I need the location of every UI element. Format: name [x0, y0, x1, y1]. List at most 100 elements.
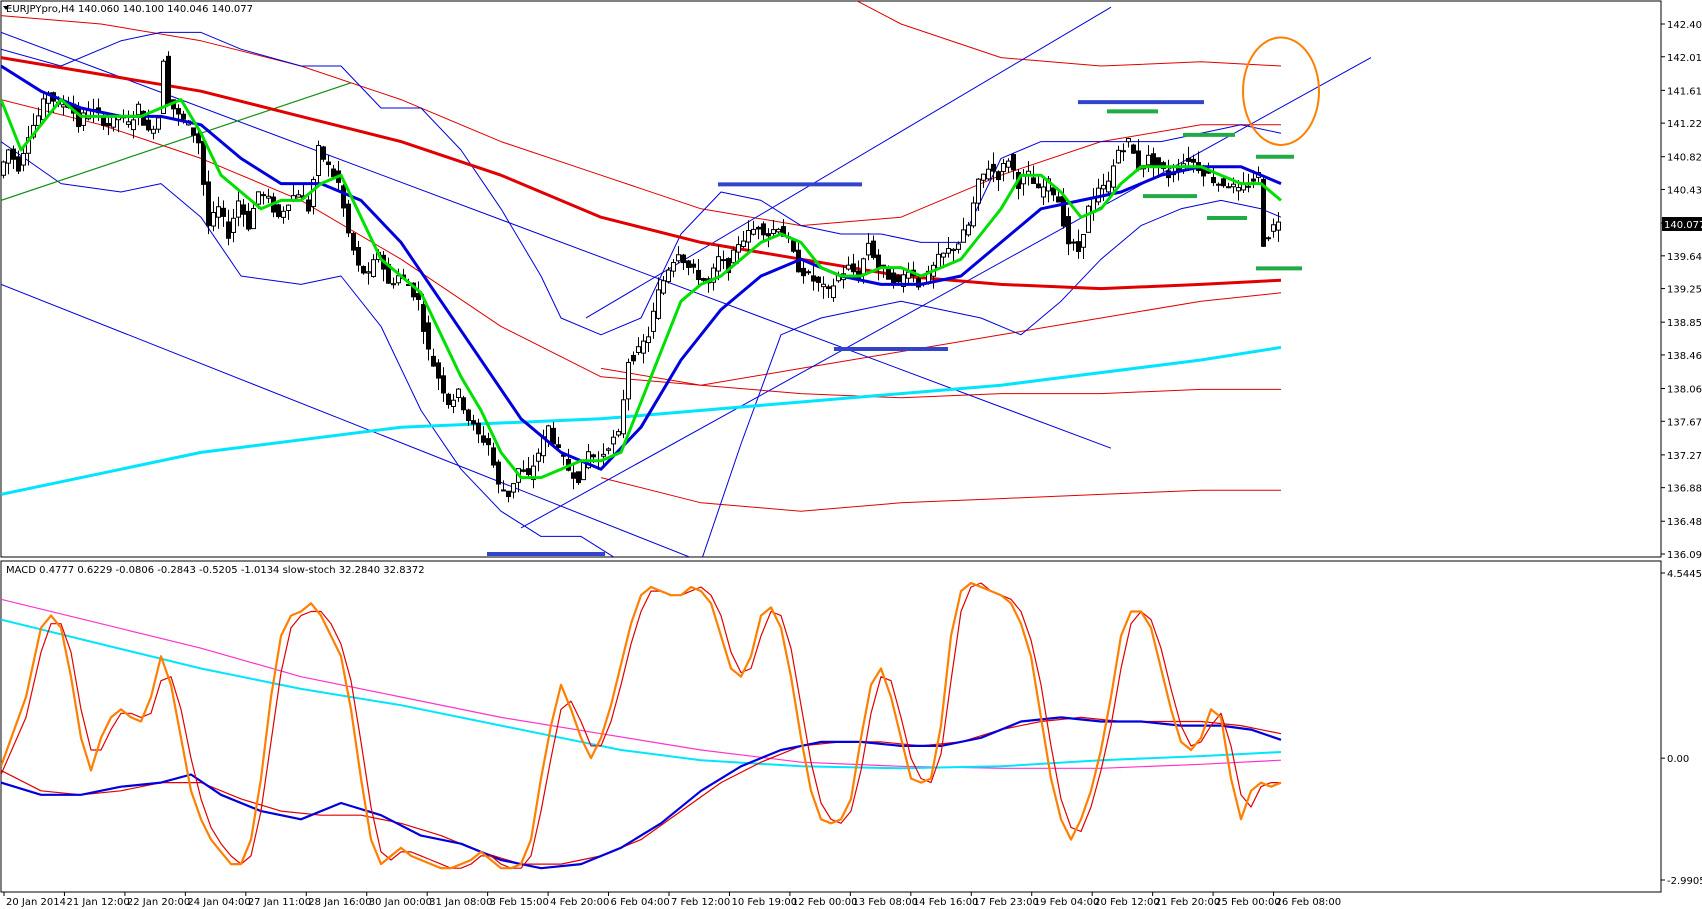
bear-candle [166, 55, 171, 105]
bull-candle [656, 289, 661, 319]
bull-candle [211, 211, 216, 227]
bull-candle [156, 117, 161, 130]
bull-candle [1116, 149, 1121, 164]
indicator-tick-label: 0.00 [1667, 754, 1689, 765]
bear-candle [1031, 177, 1036, 184]
bull-candle [216, 206, 221, 218]
time-tick-label: 14 Feb 16:00 [913, 897, 979, 908]
bear-candle [631, 354, 636, 362]
time-tick-label: 13 Feb 08:00 [852, 897, 918, 908]
bull-candle [136, 103, 141, 116]
bull-candle [456, 388, 461, 398]
bull-candle [986, 168, 991, 180]
indicator-panel[interactable]: MACD 0.4777 0.6229 -0.0806 -0.2843 -0.52… [0, 560, 1702, 893]
bear-candle [1076, 241, 1081, 253]
bull-candle [1086, 205, 1091, 233]
time-tick-label: 21 Jan 12:00 [66, 897, 129, 908]
bull-candle [296, 194, 301, 198]
bull-candle [1236, 187, 1241, 192]
price-tick-label: 137.670 [1667, 417, 1702, 428]
bull-candle [371, 259, 376, 277]
price-tick-label: 142.010 [1667, 53, 1702, 64]
bear-candle [246, 210, 251, 230]
bull-candle [511, 483, 516, 493]
bear-candle [526, 468, 531, 476]
price-tick-label: 141.220 [1667, 119, 1702, 130]
price-tick-label: 138.060 [1667, 385, 1702, 396]
bear-candle [146, 119, 151, 131]
bear-candle [551, 427, 556, 445]
bull-candle [981, 173, 986, 181]
bull-candle [741, 240, 746, 247]
bull-candle [531, 465, 536, 481]
bull-candle [266, 195, 271, 199]
bear-candle [326, 161, 331, 166]
collapse-triangle-icon[interactable] [3, 6, 9, 10]
price-plot-area [1, 1, 1372, 557]
bear-candle [356, 246, 361, 266]
bull-candle [256, 191, 261, 205]
bull-candle [771, 229, 776, 234]
bear-candle [181, 113, 186, 120]
price-tick-label: 136.090 [1667, 550, 1702, 561]
time-tick-label: 12 Feb 00:00 [792, 897, 858, 908]
price-tick-label: 137.270 [1667, 451, 1702, 462]
time-tick-label: 6 Feb 04:00 [611, 897, 670, 908]
bull-candle [671, 262, 676, 272]
bear-candle [421, 304, 426, 332]
bull-candle [1266, 237, 1271, 240]
time-tick-label: 25 Feb 00:00 [1215, 897, 1281, 908]
ma-cyan-line [1, 345, 1282, 496]
bull-candle [1001, 163, 1006, 172]
bull-candle [1041, 186, 1046, 198]
bull-candle [866, 242, 871, 256]
bear-candle [811, 275, 816, 282]
bull-candle [316, 144, 321, 176]
bull-candle [251, 208, 256, 230]
bear-candle [576, 471, 581, 484]
bear-candle [916, 278, 921, 288]
bear-candle [1251, 178, 1256, 182]
bear-candle [321, 146, 326, 160]
bull-candle [1111, 165, 1116, 188]
bear-candle [141, 110, 146, 126]
bear-candle [1261, 178, 1266, 247]
bull-candle [651, 310, 656, 332]
bull-candle [846, 264, 851, 270]
price-tick-label: 139.250 [1667, 285, 1702, 296]
bull-candle [1226, 186, 1231, 189]
time-tick-label: 20 Jan 2014 [6, 897, 66, 908]
bear-candle [691, 263, 696, 268]
time-tick-label: 19 Feb 04:00 [1034, 897, 1100, 908]
bull-candle [366, 271, 371, 274]
bear-candle [226, 221, 231, 239]
bull-candle [1101, 184, 1106, 190]
bear-candle [361, 265, 366, 274]
bear-candle [16, 156, 21, 172]
bull-candle [81, 112, 86, 126]
time-tick-label: 30 Jan 00:00 [369, 897, 432, 908]
symbol-header: EURJPYpro,H4 140.060 140.100 140.046 140… [6, 4, 253, 15]
price-panel[interactable]: EURJPYpro,H4 140.060 140.100 140.046 140… [0, 0, 1702, 570]
bear-candle [1151, 153, 1156, 168]
time-tick-label: 10 Feb 19:00 [731, 897, 797, 908]
bull-candle [1231, 183, 1236, 188]
price-tick-label: 140.430 [1667, 185, 1702, 196]
bull-candle [536, 452, 541, 462]
time-tick-label: 3 Feb 15:00 [490, 897, 549, 908]
bear-candle [1216, 183, 1221, 186]
macd-main-line [1, 716, 1282, 870]
bear-candle [1011, 154, 1016, 171]
time-tick-label: 17 Feb 23:00 [973, 897, 1039, 908]
bull-candle [236, 200, 241, 218]
bear-candle [826, 286, 831, 289]
price-tick-label: 139.640 [1667, 252, 1702, 263]
bull-candle [281, 210, 286, 218]
time-tick-label: 20 Feb 12:00 [1094, 897, 1160, 908]
bear-candle [481, 435, 486, 443]
bear-candle [766, 233, 771, 237]
price-tick-label: 136.480 [1667, 517, 1702, 528]
time-tick-label: 31 Jan 08:00 [429, 897, 492, 908]
bear-candle [521, 469, 526, 472]
